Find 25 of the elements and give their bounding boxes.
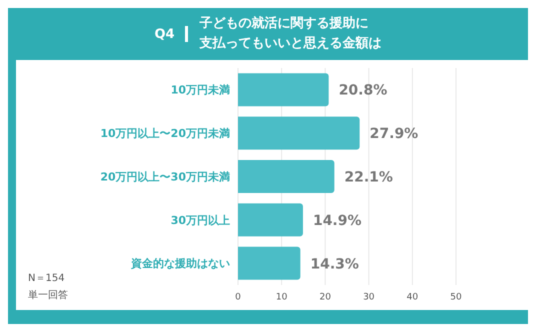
data-label: 14.3% (310, 256, 359, 272)
data-label: 27.9% (370, 126, 418, 142)
x-tick-label: 30 (363, 292, 375, 302)
y-tick-label: 10万円未満 (170, 84, 230, 97)
bar (238, 73, 329, 106)
y-tick-label: 資金的な援助はない (130, 257, 230, 270)
y-tick-label: 20万円以上〜30万円未満 (100, 170, 230, 184)
bar (238, 160, 334, 194)
chart-title: Q4 (154, 26, 175, 42)
chart-subtitle: 子どもの就活に関する援助に支払ってもいいと思える金額は (200, 15, 382, 53)
bar (238, 246, 300, 280)
y-tick-label: 10万円以上〜20万円未満 (100, 127, 230, 140)
text: N＝154 (28, 272, 66, 286)
x-tick-label: 50 (450, 292, 462, 302)
x-tick-label: 20 (319, 292, 332, 302)
bar (238, 203, 303, 236)
x-tick-label: 10 (276, 292, 288, 302)
x-tick-label: 40 (406, 292, 418, 302)
data-label: 14.9% (312, 212, 362, 229)
x-tick-label: 0 (235, 292, 242, 302)
bar (238, 116, 360, 150)
data-label: 20.8% (338, 82, 388, 99)
y-tick-label: 30万円以上 (170, 214, 230, 227)
text: 単一回答 (28, 289, 68, 303)
data-label: 22.1% (344, 169, 393, 186)
